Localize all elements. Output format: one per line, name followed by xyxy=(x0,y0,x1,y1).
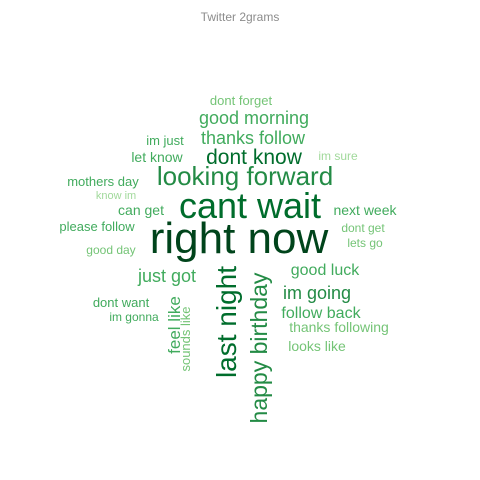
word-just-got: just got xyxy=(137,266,196,286)
word-let-know: let know xyxy=(131,149,183,165)
word-good-day: good day xyxy=(86,243,135,257)
word-good-luck: good luck xyxy=(291,262,360,279)
word-dont-get: dont get xyxy=(341,221,385,235)
word-im-just: im just xyxy=(146,133,184,148)
word-right-now: right now xyxy=(150,214,329,263)
word-feel-like: feel like xyxy=(165,296,184,354)
word-im-going: im going xyxy=(283,283,351,303)
word-dont-know: dont know xyxy=(206,146,303,169)
word-thanks-following: thanks following xyxy=(289,319,389,335)
word-looks-like: looks like xyxy=(288,338,346,354)
word-next-week: next week xyxy=(333,202,397,218)
word-dont-forget: dont forget xyxy=(210,93,273,108)
word-im-sure: im sure xyxy=(318,149,358,163)
word-im-gonna: im gonna xyxy=(109,310,159,324)
word-know-im: know im xyxy=(96,190,136,202)
word-mothers-day: mothers day xyxy=(67,174,139,189)
word-thanks-follow: thanks follow xyxy=(201,128,306,148)
word-can-get: can get xyxy=(118,202,164,218)
word-dont-want: dont want xyxy=(93,295,150,310)
word-looking-forward: looking forward xyxy=(157,161,333,191)
word-happy-birthday: happy birthday xyxy=(246,272,272,423)
word-follow-back: follow back xyxy=(281,305,361,322)
word-good-morning: good morning xyxy=(199,108,309,128)
word-cant-wait: cant wait xyxy=(179,185,321,226)
chart-title: Twitter 2grams xyxy=(200,10,280,24)
word-sounds-like: sounds like xyxy=(178,306,193,371)
word-lets-go: lets go xyxy=(347,236,383,250)
word-please-follow: please follow xyxy=(59,219,135,234)
word-last-night: last night xyxy=(211,266,242,378)
